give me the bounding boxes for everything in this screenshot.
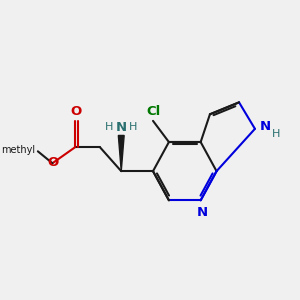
- Text: N: N: [196, 206, 208, 219]
- Text: methyl: methyl: [2, 145, 36, 155]
- Text: O: O: [47, 156, 58, 169]
- Text: H: H: [129, 122, 138, 132]
- Text: N: N: [260, 120, 271, 133]
- Text: Cl: Cl: [146, 105, 160, 118]
- Text: O: O: [70, 105, 82, 118]
- Polygon shape: [118, 135, 124, 171]
- Text: H: H: [105, 122, 113, 132]
- Text: N: N: [116, 121, 127, 134]
- Text: H: H: [272, 129, 281, 139]
